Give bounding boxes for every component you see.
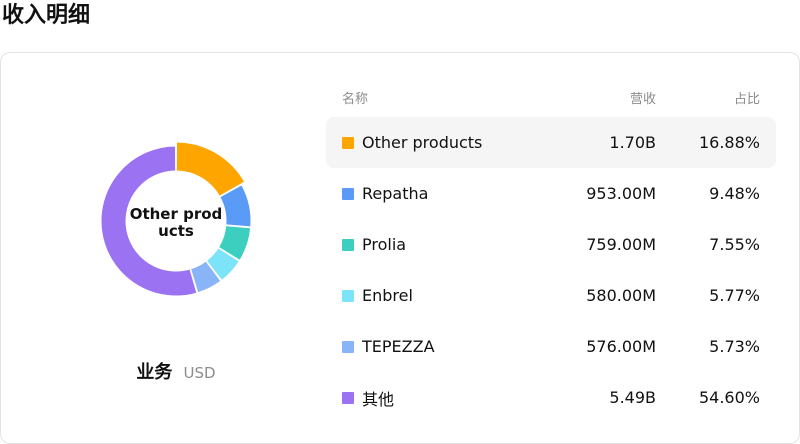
row-revenue: 953.00M <box>586 184 656 203</box>
revenue-donut-chart: Other products <box>95 136 257 306</box>
row-name-cell: 其他 <box>342 372 394 423</box>
row-name-cell: Enbrel <box>342 270 413 321</box>
legend-swatch <box>342 136 354 149</box>
header-share: 占比 <box>733 92 760 107</box>
row-share: 5.77% <box>709 286 760 305</box>
row-share: 16.88% <box>698 133 760 152</box>
row-name: Prolia <box>362 235 407 254</box>
donut-slice[interactable] <box>189 260 222 294</box>
donut-slice[interactable] <box>217 225 252 262</box>
revenue-table: 名称 营收 占比 Other products 1.70B 16.88% Repath… <box>326 87 776 423</box>
table-header: 名称 营收 占比 <box>326 87 776 113</box>
row-name: TEPEZZA <box>362 337 435 356</box>
header-name: 名称 <box>342 92 369 107</box>
table-row[interactable]: Enbrel 580.00M 5.77% <box>326 270 776 321</box>
row-name: Enbrel <box>362 286 413 305</box>
row-share: 5.73% <box>709 337 760 356</box>
row-share: 54.60% <box>698 388 760 407</box>
row-revenue: 5.49B <box>609 388 656 407</box>
row-name: Other products <box>362 133 483 152</box>
legend-swatch <box>342 391 354 404</box>
table-row[interactable]: Prolia 759.00M 7.55% <box>326 219 776 270</box>
row-name: Repatha <box>362 184 429 203</box>
row-revenue: 759.00M <box>586 235 656 254</box>
donut-slice[interactable] <box>175 141 246 197</box>
row-name-cell: Other products <box>342 117 482 168</box>
revenue-card: Other products 业务 USD 名称 营收 占比 Other pro… <box>0 52 800 444</box>
legend-swatch <box>342 238 354 251</box>
legend-swatch <box>342 289 354 302</box>
business-label: 业务 <box>136 362 173 383</box>
row-name-cell: Prolia <box>342 219 406 270</box>
row-revenue: 580.00M <box>586 286 656 305</box>
currency-label: USD <box>183 364 216 382</box>
row-revenue: 1.70B <box>609 133 656 152</box>
table-row[interactable]: Other products 1.70B 16.88% <box>326 117 776 168</box>
legend-swatch <box>342 340 354 353</box>
page-title: 收入明细 <box>2 3 91 28</box>
row-name: 其他 <box>362 389 395 409</box>
donut-slice[interactable] <box>100 145 198 297</box>
table-row[interactable]: TEPEZZA 576.00M 5.73% <box>326 321 776 372</box>
row-revenue: 576.00M <box>586 337 656 356</box>
row-name-cell: TEPEZZA <box>342 321 435 372</box>
donut-slice[interactable] <box>219 184 252 228</box>
row-share: 9.48% <box>709 184 760 203</box>
donut-svg <box>100 141 252 297</box>
header-revenue: 营收 <box>629 92 656 107</box>
business-section: 业务 USD <box>1 358 351 384</box>
donut-center-label: Other products <box>129 205 223 240</box>
donut-slice[interactable] <box>205 247 240 282</box>
table-row[interactable]: 其他 5.49B 54.60% <box>326 372 776 423</box>
legend-swatch <box>342 187 354 200</box>
row-name-cell: Repatha <box>342 168 428 219</box>
table-row[interactable]: Repatha 953.00M 9.48% <box>326 168 776 219</box>
row-share: 7.55% <box>709 235 760 254</box>
